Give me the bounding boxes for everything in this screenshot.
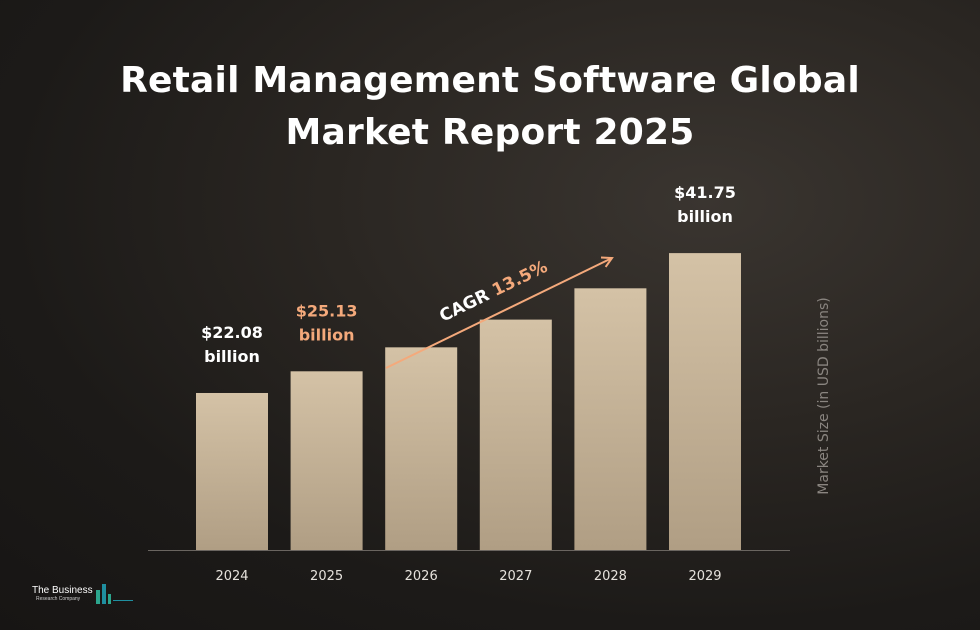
- company-logo: The Business Research Company: [32, 580, 142, 608]
- data-label-2025-line-1: $25.13: [296, 301, 358, 320]
- bar-2028: [574, 288, 647, 550]
- logo-name: The Business: [32, 585, 93, 596]
- data-label-2029-line-2: billion: [677, 207, 733, 226]
- x-tick-label-2024: 2024: [215, 569, 248, 584]
- bar-2027: [479, 319, 552, 550]
- bar-2029: [669, 253, 741, 550]
- x-tick-label-2026: 2026: [405, 569, 438, 584]
- x-tick-labels: 2024 2025 2026 2027 2028 2029: [215, 569, 721, 584]
- x-tick-label-2025: 2025: [310, 569, 343, 584]
- y-axis-label: Market Size (in USD billions): [816, 297, 832, 494]
- bar-2026: [385, 347, 458, 550]
- bar-2025: [290, 371, 363, 550]
- chart-title: Retail Management Software Global Market…: [0, 55, 980, 159]
- data-label-2025-line-2: billion: [299, 325, 355, 344]
- x-tick-label-2027: 2027: [499, 569, 532, 584]
- bars-group: [196, 253, 741, 550]
- data-label-2024-line-1: $22.08: [201, 323, 263, 342]
- cagr-label-value: 13.5%: [489, 257, 551, 301]
- cagr-arrow-line: [385, 257, 613, 369]
- logo-subtitle: Research Company: [36, 596, 81, 602]
- x-tick-label-2029: 2029: [688, 569, 721, 584]
- bar-2024: [196, 392, 268, 550]
- data-label-2024-line-2: billion: [204, 347, 260, 366]
- cagr-arrow-head: [600, 256, 614, 268]
- data-labels: $22.08 billion $25.13 billion $41.75 billion: [201, 183, 736, 366]
- data-label-2029-line-1: $41.75: [674, 183, 736, 202]
- chart-title-line-2: Market Report 2025: [285, 112, 695, 153]
- chart-title-line-1: Retail Management Software Global: [120, 60, 860, 101]
- logo-bars-icon: [96, 584, 133, 604]
- x-tick-label-2028: 2028: [594, 569, 627, 584]
